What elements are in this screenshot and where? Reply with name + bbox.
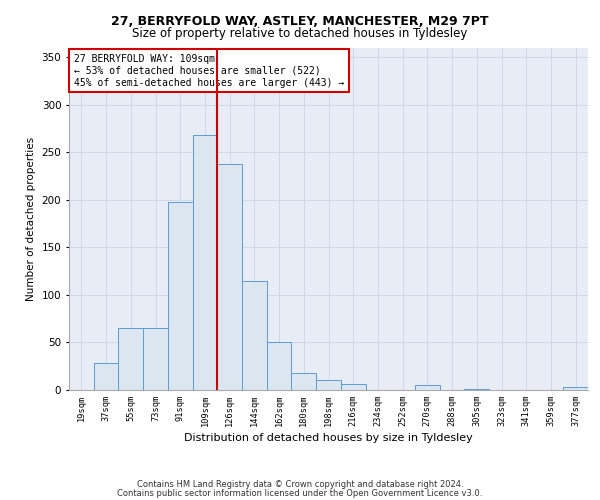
Text: 27 BERRYFOLD WAY: 109sqm
← 53% of detached houses are smaller (522)
45% of semi-: 27 BERRYFOLD WAY: 109sqm ← 53% of detach… xyxy=(74,54,344,88)
Y-axis label: Number of detached properties: Number of detached properties xyxy=(26,136,36,301)
Bar xyxy=(193,135,217,390)
Bar xyxy=(464,389,489,390)
Bar xyxy=(242,280,267,390)
Bar xyxy=(267,342,292,390)
Bar xyxy=(118,328,143,390)
Bar xyxy=(292,373,316,390)
X-axis label: Distribution of detached houses by size in Tyldesley: Distribution of detached houses by size … xyxy=(184,434,473,444)
Text: Size of property relative to detached houses in Tyldesley: Size of property relative to detached ho… xyxy=(133,28,467,40)
Bar xyxy=(168,202,193,390)
Bar xyxy=(94,364,118,390)
Text: 27, BERRYFOLD WAY, ASTLEY, MANCHESTER, M29 7PT: 27, BERRYFOLD WAY, ASTLEY, MANCHESTER, M… xyxy=(111,15,489,28)
Bar xyxy=(563,387,588,390)
Bar xyxy=(415,385,440,390)
Bar xyxy=(217,164,242,390)
Bar xyxy=(316,380,341,390)
Bar xyxy=(341,384,365,390)
Bar xyxy=(143,328,168,390)
Text: Contains public sector information licensed under the Open Government Licence v3: Contains public sector information licen… xyxy=(118,488,482,498)
Text: Contains HM Land Registry data © Crown copyright and database right 2024.: Contains HM Land Registry data © Crown c… xyxy=(137,480,463,489)
